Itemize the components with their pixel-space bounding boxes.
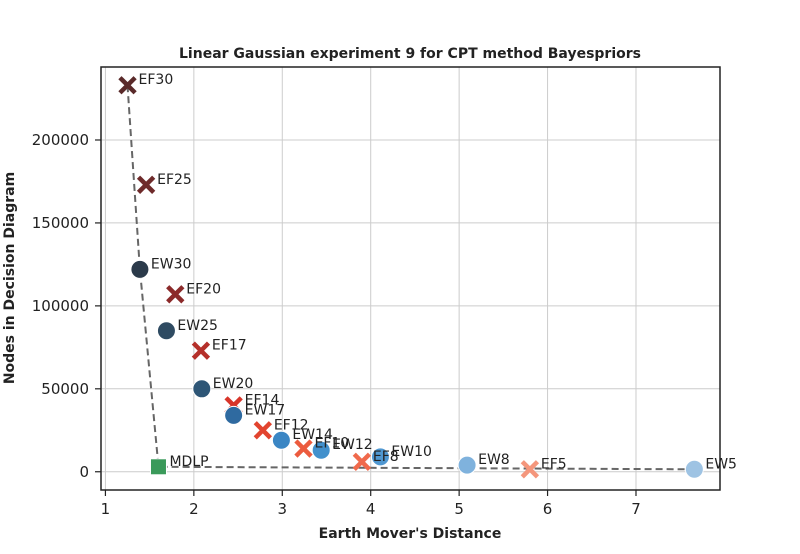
point-label: EW20	[213, 376, 254, 392]
x-tick-label: 1	[101, 500, 111, 518]
point-ew25	[156, 321, 176, 341]
point-label: EW14	[292, 427, 333, 443]
point-ef25	[136, 175, 156, 194]
point-ew30	[130, 259, 150, 279]
point-label: EF25	[157, 172, 192, 188]
y-tick-label: 150000	[32, 214, 89, 232]
point-ef8	[352, 452, 372, 471]
y-tick-label: 200000	[32, 131, 89, 149]
point-label: EW8	[478, 452, 510, 468]
y-axis-title: Nodes in Decision Diagram	[2, 172, 18, 384]
point-label: EF17	[212, 338, 247, 354]
point-mdlp	[149, 458, 167, 476]
x-tick-label: 7	[631, 500, 641, 518]
x-tick-label: 3	[278, 500, 288, 518]
point-ef20	[166, 285, 185, 304]
x-tick-label: 6	[543, 500, 553, 518]
y-axis-ticks: 0 50000 100000 150000 200000	[32, 131, 101, 481]
x-tick-label: 2	[189, 500, 199, 518]
pareto-front-line	[126, 85, 695, 471]
x-tick-label: 5	[454, 500, 464, 518]
point-label: EF14	[245, 392, 280, 408]
point-label: EF10	[315, 436, 350, 452]
point-label: EW5	[705, 456, 737, 472]
point-ew20	[192, 379, 212, 399]
point-label: EW12	[332, 437, 373, 453]
x-axis-title: Earth Mover's Distance	[319, 526, 502, 542]
point-ew8	[457, 455, 477, 475]
point-label: EW30	[151, 256, 192, 272]
grid	[101, 67, 720, 490]
point-label: EF30	[139, 72, 174, 88]
y-tick-label: 50000	[41, 380, 89, 398]
point-ef12	[253, 421, 273, 440]
x-axis-ticks: 1 2 3 4 5 6 7	[101, 490, 641, 518]
point-label: EF5	[541, 456, 567, 472]
point-ew14	[271, 430, 291, 450]
point-ef5	[520, 460, 540, 479]
point-labels: EF30 EF25 EF20 EF17 EF14 EF12 EF10 EF8 EF5 EW30 EW…	[139, 72, 737, 472]
point-ef30	[118, 76, 137, 95]
point-label: EW17	[245, 402, 286, 418]
pareto-front	[126, 85, 695, 471]
point-label: EF12	[274, 417, 309, 433]
point-ew17	[224, 405, 244, 425]
point-ew12	[311, 440, 331, 460]
y-tick-label: 100000	[32, 297, 89, 315]
point-ew5	[684, 459, 704, 479]
x-tick-label: 4	[366, 500, 376, 518]
point-label: EF8	[373, 449, 399, 465]
plot-frame	[100, 66, 721, 491]
point-label: EF20	[186, 281, 221, 297]
chart-title: Linear Gaussian experiment 9 for CPT met…	[179, 46, 641, 62]
y-tick-label: 0	[79, 463, 89, 481]
data-points	[118, 76, 704, 479]
point-label: EW25	[177, 318, 218, 334]
point-ef10	[294, 439, 313, 458]
point-label: EW10	[391, 444, 432, 460]
point-ew10	[370, 447, 390, 467]
point-label: MDLP	[169, 454, 208, 470]
point-ef17	[191, 341, 211, 360]
